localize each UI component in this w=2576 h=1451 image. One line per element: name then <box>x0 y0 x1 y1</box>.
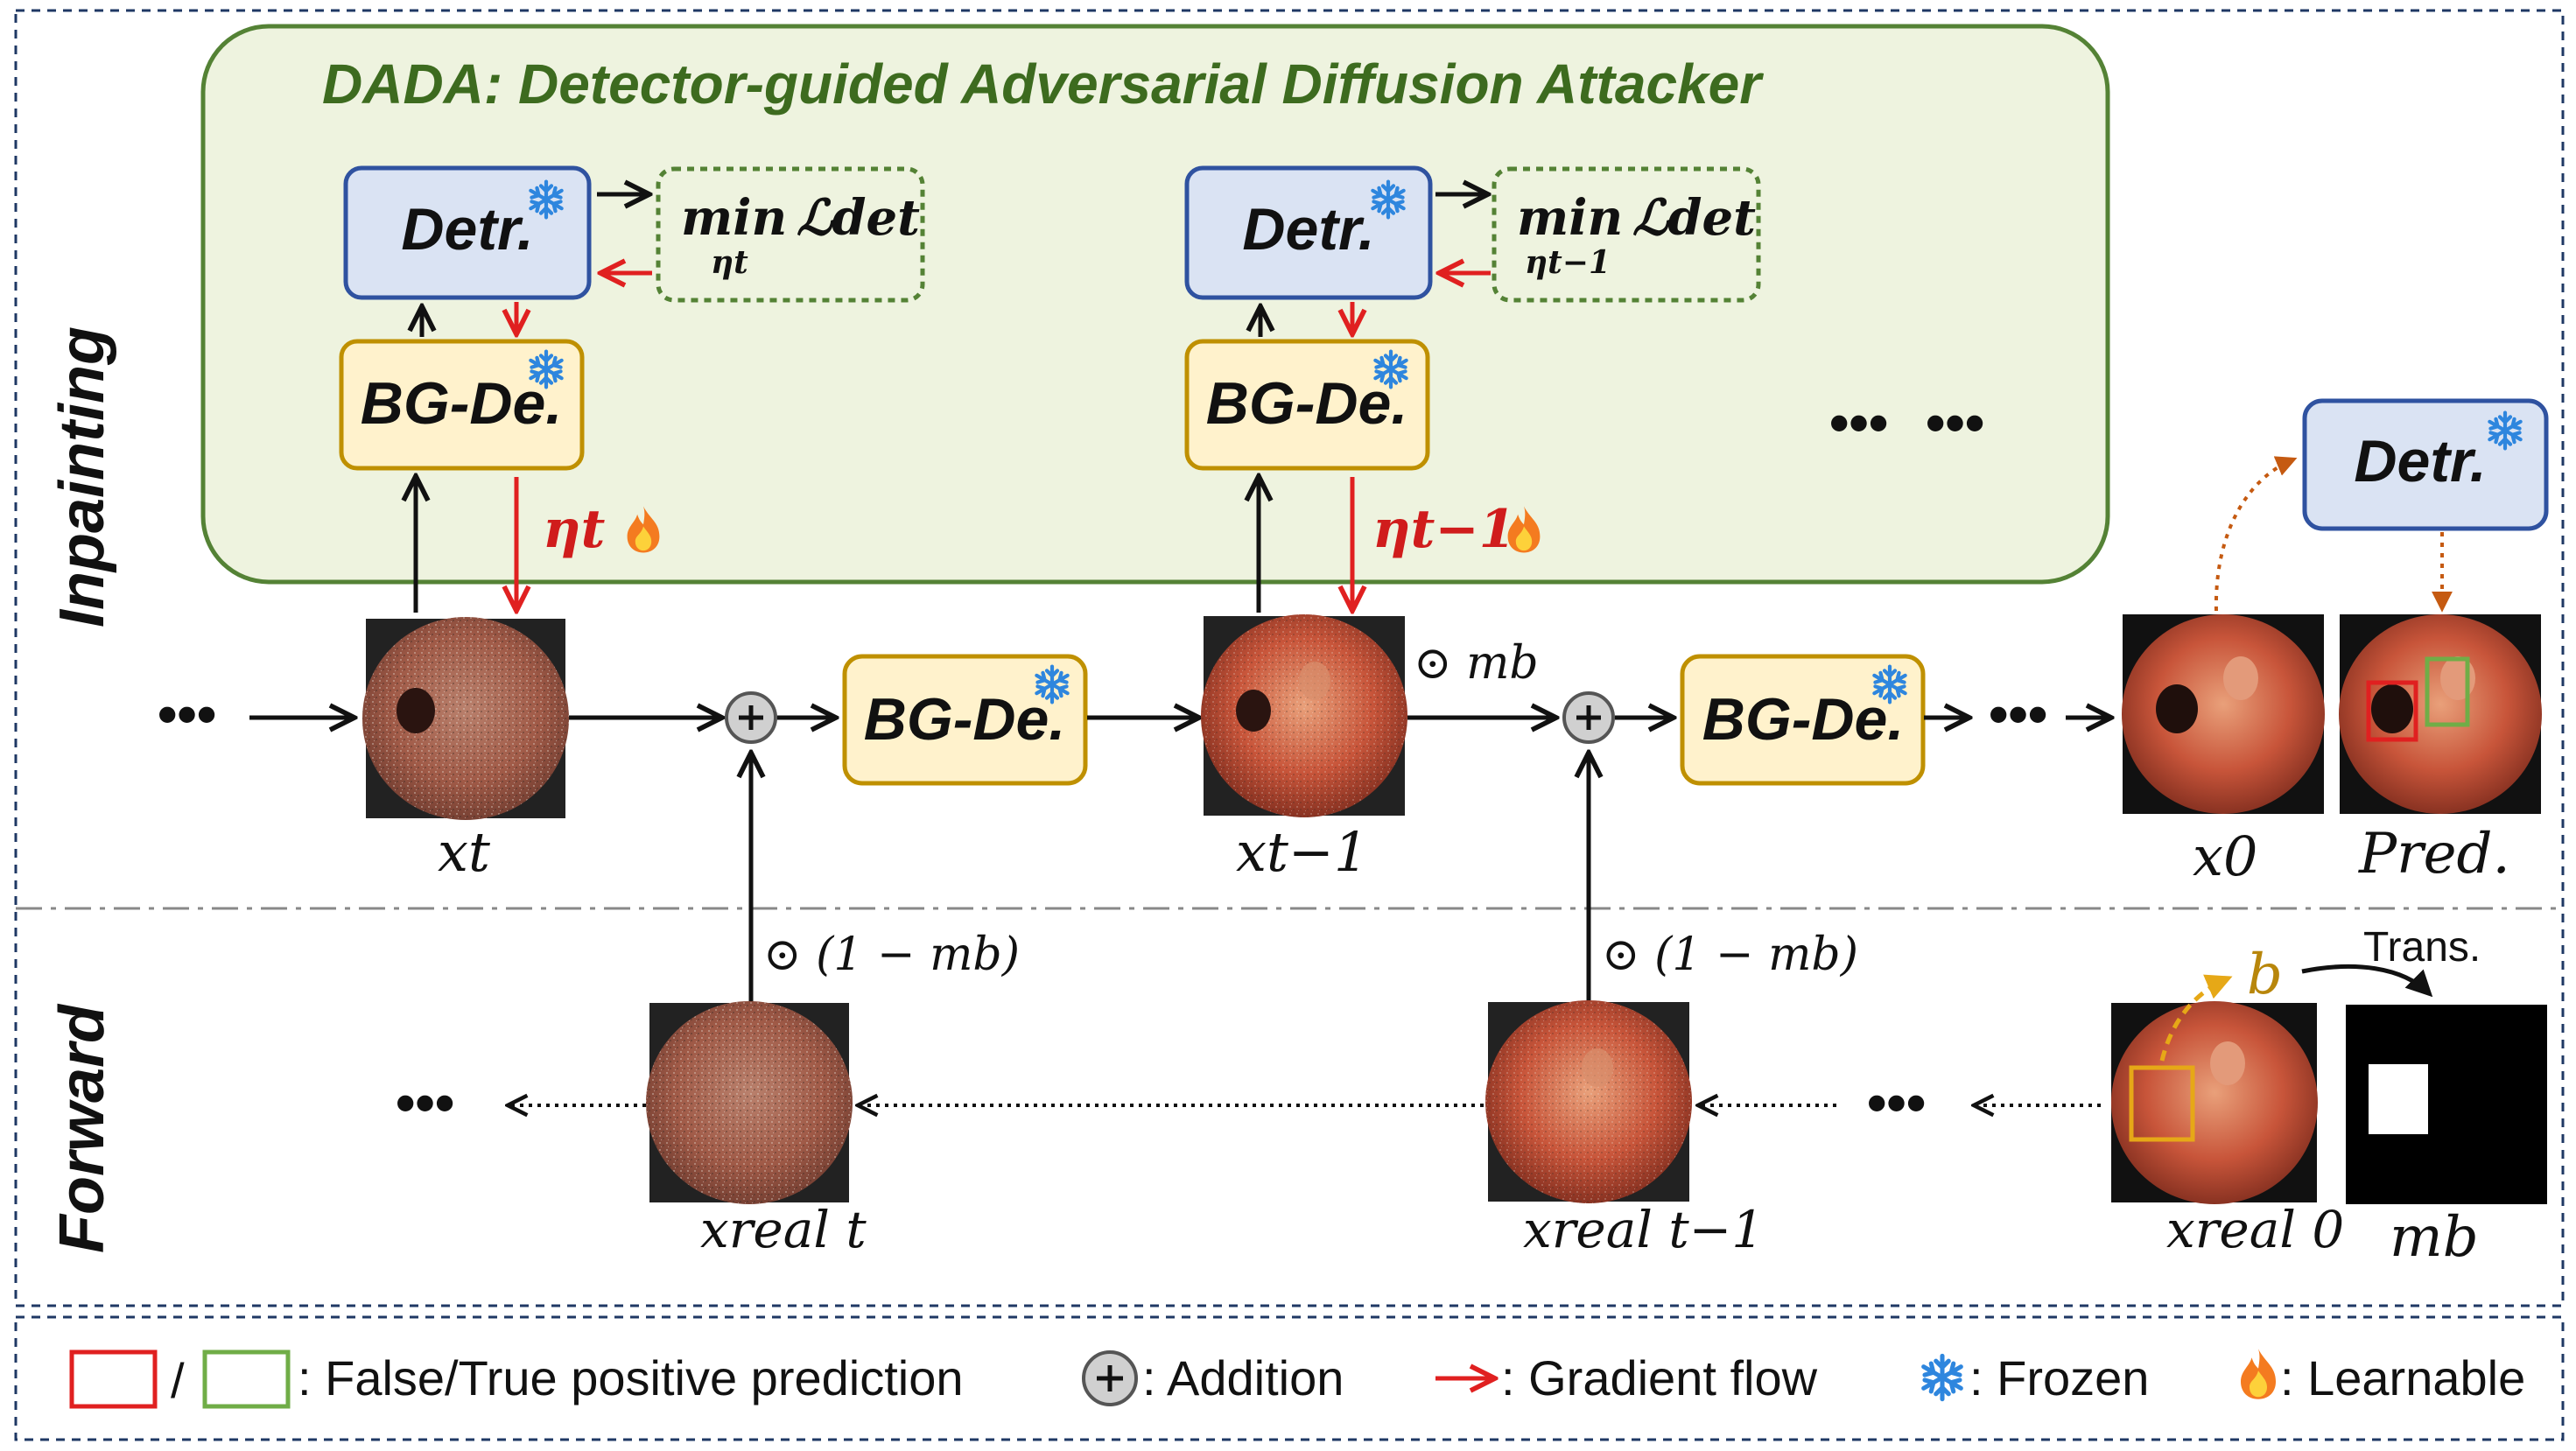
dada-panel <box>200 24 2110 585</box>
xt-label: xt <box>438 820 490 884</box>
image-xt1 <box>1201 614 1407 817</box>
arrow-x0-to-detr <box>2214 456 2298 612</box>
fwd-ellipsis-left: ••• <box>396 1071 454 1134</box>
image-xt1-real <box>1485 1000 1692 1203</box>
mb-label: mb <box>2390 1205 2479 1270</box>
inpainting-label: Inpainting <box>47 326 117 627</box>
pred-label: Pred. <box>2358 822 2510 887</box>
loss-sub-1: ηt <box>711 244 748 281</box>
legend-gradient-text: : Gradient flow <box>1501 1350 1818 1405</box>
loss-box-1 <box>656 166 925 303</box>
loss-fn-1: ℒdet <box>797 189 920 247</box>
addition-node-2 <box>1562 691 1615 744</box>
addition-node-1 <box>725 691 777 744</box>
loss-min-1: min <box>681 189 787 247</box>
image-pred <box>2339 614 2542 814</box>
legend-addition-text: : Addition <box>1142 1350 1344 1405</box>
b-label: b <box>2247 943 2283 1007</box>
legend-frozen-text: : Frozen <box>1969 1350 2149 1405</box>
legend-learnable-icon <box>2241 1349 2276 1399</box>
detector-box-final <box>2302 398 2549 531</box>
eta-t1-label: ηt−1 <box>1372 499 1515 560</box>
bg-decoder-box-1 <box>339 339 585 471</box>
false-positive-box <box>2366 680 2418 742</box>
bg-decoder-main-label-1: BG-De. <box>864 686 1065 753</box>
panel-ellipsis-1: ••• <box>1829 391 1888 454</box>
bg-decoder-main-2 <box>1680 654 1926 786</box>
eta-t-label: ηt <box>543 499 606 560</box>
xt1-label: xt−1 <box>1236 820 1368 884</box>
image-xt-real <box>646 1001 853 1204</box>
panel-ellipsis-2: ••• <box>1926 391 1984 454</box>
bg-decoder-label-2: BG-De. <box>1206 370 1407 437</box>
legend-false-positive-box <box>69 1349 158 1409</box>
arrow-b <box>2159 974 2233 1062</box>
loss-sub-2: ηt−1 <box>1525 244 1611 281</box>
loss-min-2: min <box>1517 189 1623 247</box>
bg-decoder-label-1: BG-De. <box>361 370 562 437</box>
legend-learnable-text: : Learnable <box>2280 1350 2525 1405</box>
true-positive-box <box>2425 656 2470 727</box>
bg-decoder-main-label-2: BG-De. <box>1702 686 1904 753</box>
xt-real-label: xreal t <box>700 1200 867 1259</box>
legend-frozen-icon <box>1924 1356 1962 1398</box>
row-ellipsis-left: ••• <box>158 683 216 746</box>
detector-box-1 <box>343 165 592 300</box>
detector-box-2 <box>1184 165 1433 300</box>
legend-frame <box>14 1315 2565 1441</box>
detector-label-final: Detr. <box>2354 428 2486 494</box>
xt1-real-label: xreal t−1 <box>1523 1200 1764 1259</box>
bg-decoder-box-2 <box>1184 339 1430 471</box>
dada-title: DADA: Detector-guided Adversarial Diffus… <box>322 53 1764 116</box>
mask-inv-label-2: ⊙ (1 − mb) <box>1602 929 1858 981</box>
bg-decoder-main-1 <box>842 654 1088 786</box>
x0-real-label: xreal 0 <box>2166 1200 2344 1259</box>
legend-addition-icon <box>1082 1350 1138 1406</box>
loss-box-2 <box>1492 166 1761 303</box>
x0-label: x0 <box>2193 824 2257 888</box>
background-box <box>2129 1065 2195 1142</box>
image-mask-mb <box>2346 1005 2547 1204</box>
image-x0-real <box>2111 1001 2318 1204</box>
mask-inv-label-1: ⊙ (1 − mb) <box>763 929 1020 981</box>
fwd-ellipsis-right: ••• <box>1867 1071 1926 1134</box>
legend-true-positive-box <box>202 1349 291 1409</box>
row-ellipsis-right: ••• <box>1989 683 2047 746</box>
arrow-trans <box>2301 964 2433 998</box>
loss-fn-2: ℒdet <box>1632 189 1756 247</box>
legend-boxes-text: : False/True positive prediction <box>298 1350 963 1405</box>
image-x0 <box>2122 614 2325 814</box>
mask-mb-label: ⊙ mb <box>1414 637 1539 690</box>
legend-slash: / <box>171 1353 185 1408</box>
trans-label: Trans. <box>2363 924 2481 971</box>
forward-label: Forward <box>47 1003 117 1253</box>
detector-label-2: Detr. <box>1242 196 1374 263</box>
image-xt <box>362 617 569 820</box>
detector-label-1: Detr. <box>401 196 533 263</box>
